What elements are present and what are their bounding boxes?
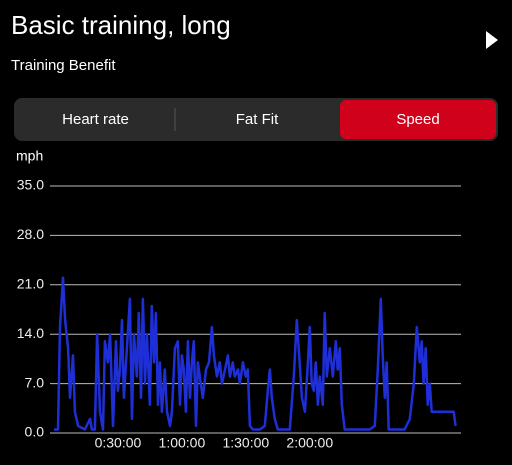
x-tick-label: 0:30:00	[95, 435, 142, 451]
tabs: Heart rate Fat Fit Speed	[62, 100, 496, 139]
x-tick-label: 2:00:00	[286, 435, 333, 451]
y-tick-label: 35.0	[17, 177, 44, 193]
plot: 0.0 7.0 14.0 21.0 28.0 35.0 0:30:00 1:00:00 1:30…	[17, 177, 461, 451]
title: Basic training, long	[11, 10, 231, 40]
y-axis-label: mph	[16, 148, 43, 164]
x-tick-label: 1:00:00	[159, 435, 206, 451]
play-button[interactable]	[486, 31, 498, 49]
x-tick-label: 1:30:00	[222, 435, 269, 451]
subtitle: Training Benefit	[11, 57, 116, 74]
y-tick-label: 0.0	[25, 424, 45, 440]
y-tick-label: 14.0	[17, 325, 44, 341]
tab[interactable]: Fat Fit	[236, 111, 279, 128]
y-tick-label: 28.0	[17, 226, 44, 242]
y-tick-label: 7.0	[25, 374, 45, 390]
tab[interactable]: Heart rate	[62, 111, 129, 128]
tab-active-bg[interactable]	[340, 100, 496, 139]
speed-line	[54, 276, 457, 431]
tab[interactable]: Speed	[396, 111, 439, 128]
y-tick-label: 21.0	[17, 276, 44, 292]
